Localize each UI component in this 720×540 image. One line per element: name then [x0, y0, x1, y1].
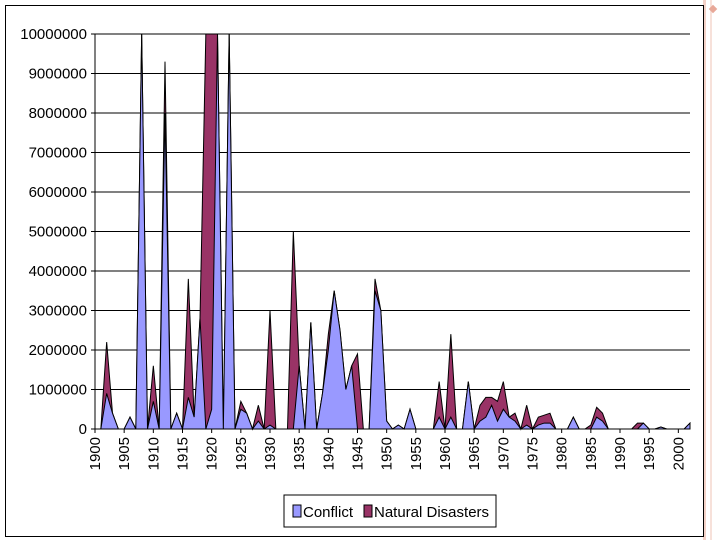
x-tick-label-1: 1905	[116, 437, 133, 470]
y-tick-label-0: 0	[79, 421, 87, 438]
legend-label-1: Natural Disasters	[374, 504, 489, 521]
x-tick-label-3: 1915	[175, 437, 192, 470]
legend: Conflict Natural Disasters	[283, 494, 497, 528]
y-axis-tick-labels: 0 1000000 2000000 3000000 4000000 5000000 6000…	[20, 26, 95, 438]
x-tick-label-13: 1965	[466, 437, 483, 470]
x-tick-label-15: 1975	[525, 437, 542, 470]
series-conflict-area	[95, 33, 691, 431]
x-tick-label-5: 1925	[233, 437, 250, 470]
y-tick-label-3: 3000000	[29, 303, 87, 320]
gridlines	[95, 33, 690, 430]
y-tick-label-6: 6000000	[29, 184, 87, 201]
x-tick-label-0: 1900	[87, 437, 104, 470]
legend-label-0: Conflict	[303, 504, 354, 521]
y-tick-label-10: 10000000	[20, 26, 87, 43]
x-tick-label-6: 1930	[262, 437, 279, 470]
y-tick-label-1: 1000000	[29, 382, 87, 399]
x-tick-label-16: 1980	[554, 437, 571, 470]
x-tick-label-8: 1940	[320, 437, 337, 470]
y-tick-label-4: 4000000	[29, 263, 87, 280]
y-tick-label-8: 8000000	[29, 105, 87, 122]
x-tick-label-9: 1945	[350, 437, 367, 470]
x-tick-label-7: 1935	[291, 437, 308, 470]
x-tick-label-14: 1970	[495, 437, 512, 470]
x-tick-label-19: 1995	[641, 437, 658, 470]
x-tick-label-10: 1950	[379, 437, 396, 470]
x-axis-tick-labels: 1900 1905 1910 1915 1920 1925 1930 1935 1940 1945…	[87, 429, 687, 470]
y-tick-label-9: 9000000	[29, 66, 87, 83]
y-tick-label-7: 7000000	[29, 145, 87, 162]
x-tick-label-12: 1960	[437, 437, 454, 470]
x-tick-label-11: 1955	[408, 437, 425, 470]
y-tick-label-5: 5000000	[29, 224, 87, 241]
x-tick-label-2: 1910	[145, 437, 162, 470]
decorative-stripe	[710, 0, 712, 540]
x-tick-label-17: 1985	[583, 437, 600, 470]
legend-box	[283, 494, 497, 528]
decorative-right-border	[703, 0, 720, 540]
x-tick-label-20: 2000	[670, 437, 687, 470]
y-tick-label-2: 2000000	[29, 342, 87, 359]
series-layer	[95, 33, 691, 431]
legend-swatch-0	[292, 504, 302, 518]
x-tick-label-18: 1990	[612, 437, 629, 470]
x-tick-label-4: 1920	[204, 437, 221, 470]
legend-swatch-1	[363, 504, 373, 518]
